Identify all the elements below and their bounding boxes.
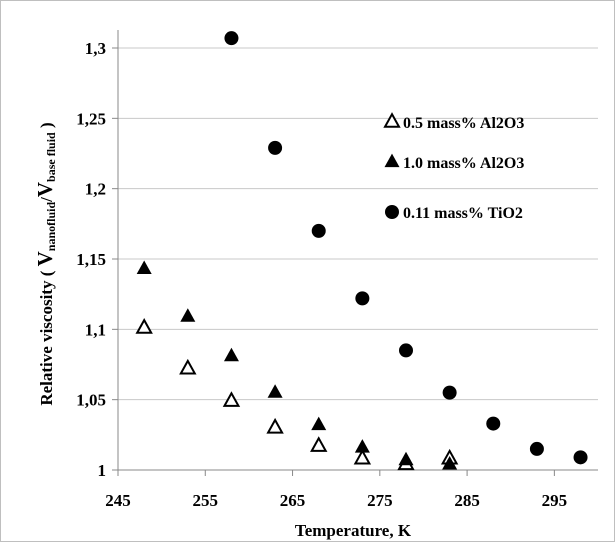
point-s0-0 [135, 318, 153, 334]
series-2 [224, 31, 588, 465]
y-axis-title-sub1: nanofluid [44, 202, 58, 252]
axes [112, 30, 598, 476]
point-s0-3 [266, 417, 284, 434]
y-axis-title-v2: V [33, 182, 57, 197]
legend-label-1: 1.0 mass% Al2O3 [403, 155, 524, 172]
point-s1-5 [354, 439, 370, 453]
y-tick-label-5: 1,25 [76, 109, 106, 128]
legend-entry-0: 0.5 mass% Al2O3 [383, 112, 524, 132]
point-s1-7 [442, 456, 458, 470]
legend-entry-2: 0.11 mass% TiO2 [385, 205, 523, 222]
legend-label-2: 0.11 mass% TiO2 [403, 205, 523, 222]
x-tick-label-2: 265 [280, 491, 306, 510]
point-s2-1 [268, 140, 283, 155]
y-axis-title-prefix: Relative viscosity ( [37, 266, 56, 405]
y-axis-title: Relative viscosity ( Vnanofluid/Vbase fl… [33, 122, 58, 405]
point-s2-8 [573, 450, 588, 465]
point-s2-3 [355, 291, 370, 306]
point-s1-1 [180, 308, 196, 322]
y-axis-title-slash: / [37, 197, 56, 203]
y-tick-label-2: 1,1 [85, 320, 106, 339]
y-tick-label-1: 1,05 [76, 391, 106, 410]
y-tick-label-0: 1 [98, 461, 107, 480]
y-axis-title-suffix: ) [37, 122, 56, 132]
point-s2-0 [224, 31, 239, 46]
point-s1-2 [223, 347, 239, 362]
point-s1-3 [267, 384, 283, 398]
y-tick-label-6: 1,3 [85, 39, 106, 58]
point-s0-2 [222, 391, 241, 407]
point-s2-4 [399, 343, 413, 358]
x-axis-title: Temperature, K [295, 521, 412, 540]
point-s0-5 [353, 448, 372, 465]
data-markers [135, 31, 588, 471]
point-s1-6 [398, 451, 414, 466]
point-s1-4 [311, 416, 327, 431]
point-s2-5 [442, 385, 457, 400]
legend-marker-1 [384, 153, 400, 168]
series-1 [136, 260, 458, 470]
gridlines [118, 47, 598, 401]
point-s2-6 [486, 416, 501, 431]
x-tick-label-3: 275 [367, 491, 393, 510]
y-tick-label-4: 1,2 [85, 180, 106, 199]
x-tick-label-1: 255 [193, 491, 219, 510]
legend-label-0: 0.5 mass% Al2O3 [403, 115, 524, 132]
legend-marker-2 [385, 205, 399, 219]
y-axis-title-sub2: base fluid [44, 132, 58, 182]
y-axis-title-v1: V [33, 251, 57, 266]
x-tick-labels: 245 255 265 275 285 295 [105, 491, 567, 510]
x-tick-label-5: 295 [542, 491, 568, 510]
x-tick-label-4: 285 [454, 491, 480, 510]
legend-marker-0 [383, 112, 401, 128]
legend-entry-1: 1.0 mass% Al2O3 [384, 153, 524, 172]
point-s1-0 [136, 260, 152, 274]
x-tick-label-0: 245 [105, 491, 131, 510]
point-s0-4 [310, 436, 328, 452]
y-tick-labels: 1 1,05 1,1 1,15 1,2 1,25 1,3 [76, 39, 106, 480]
point-s2-2 [311, 223, 326, 238]
y-tick-label-3: 1,15 [76, 250, 106, 269]
point-s2-7 [529, 441, 544, 456]
point-s0-1 [179, 358, 197, 375]
legend: 0.5 mass% Al2O3 1.0 mass% Al2O3 0.11 mas… [383, 112, 524, 222]
